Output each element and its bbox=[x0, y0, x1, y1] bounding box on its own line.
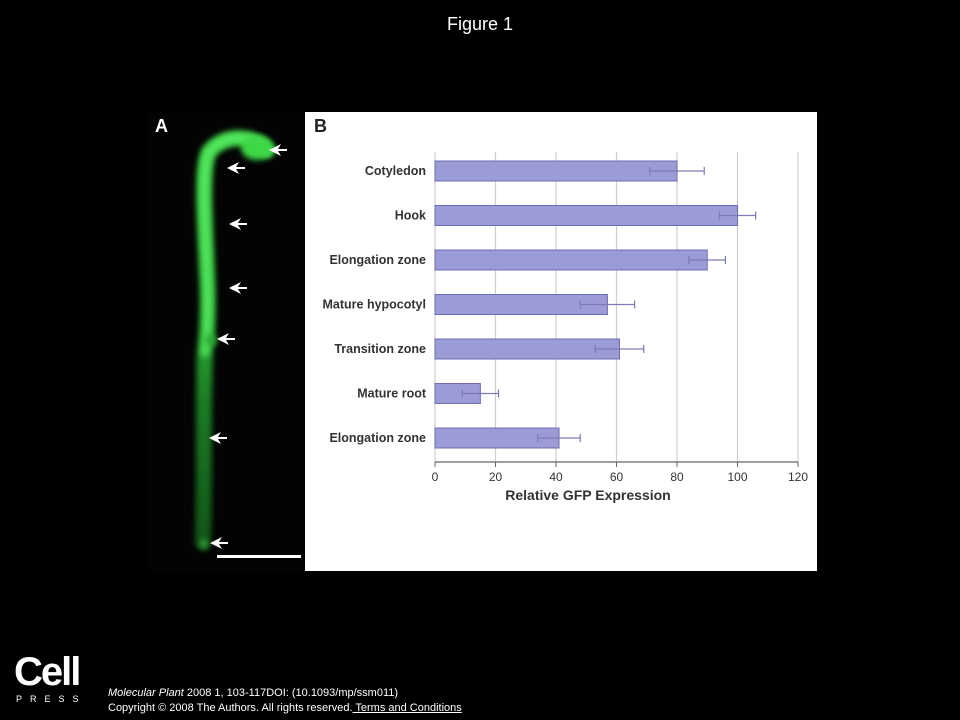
cell-press-logo: Cell PRESS bbox=[14, 650, 81, 706]
panel-label-a: A bbox=[155, 116, 168, 136]
bar-chart: Cotyledon Hook Elongation zone Mature hypoc… bbox=[323, 152, 808, 503]
x-tick-label: 120 bbox=[788, 470, 808, 484]
journal-name: Molecular Plant bbox=[108, 687, 184, 699]
x-axis-label: Relative GFP Expression bbox=[505, 487, 670, 503]
panel-a-seedling-image: A bbox=[149, 112, 305, 571]
x-tick-label: 20 bbox=[489, 470, 503, 484]
bar bbox=[434, 249, 708, 271]
arrow-icons bbox=[209, 144, 287, 549]
logo-press: PRESS bbox=[16, 694, 87, 704]
scale-bar bbox=[217, 555, 301, 558]
seedling-fluorescence-image bbox=[195, 130, 301, 558]
bar bbox=[434, 160, 678, 182]
figure-title: Figure 1 bbox=[446, 14, 514, 34]
category-label: Transition zone bbox=[334, 342, 426, 356]
copyright-line: Copyright © 2008 The Authors. All rights… bbox=[108, 701, 462, 716]
bar bbox=[434, 205, 738, 226]
bar bbox=[434, 338, 621, 360]
x-tick-label: 40 bbox=[549, 470, 563, 484]
citation: Molecular Plant 2008 1, 103-117DOI: (10.… bbox=[108, 686, 462, 716]
category-label: Elongation zone bbox=[329, 253, 426, 267]
x-tick-label: 60 bbox=[610, 470, 624, 484]
logo-word: Cell bbox=[14, 650, 81, 694]
x-tick-label: 0 bbox=[432, 470, 439, 484]
category-label: Elongation zone bbox=[329, 431, 426, 445]
category-label: Mature root bbox=[357, 387, 427, 401]
x-tick-label: 100 bbox=[727, 470, 747, 484]
category-label: Hook bbox=[395, 209, 426, 223]
citation-line: Molecular Plant 2008 1, 103-117DOI: (10.… bbox=[108, 686, 462, 701]
panel-b-bar-chart: Cotyledon Hook Elongation zone Mature hypoc… bbox=[305, 112, 817, 571]
category-label: Mature hypocotyl bbox=[323, 298, 427, 312]
x-tick-label: 80 bbox=[670, 470, 684, 484]
citation-details: 2008 1, 103-117DOI: (10.1093/mp/ssm011) bbox=[183, 687, 399, 699]
panel-label-b: B bbox=[314, 116, 327, 136]
category-label: Cotyledon bbox=[365, 164, 426, 178]
copyright-text: Copyright © 2008 The Authors. All rights… bbox=[108, 702, 353, 714]
figure: A Cotyledon Hook Elongation zone Mature hyp… bbox=[149, 112, 817, 571]
terms-and-conditions-link[interactable]: Terms and Conditions bbox=[352, 702, 462, 714]
